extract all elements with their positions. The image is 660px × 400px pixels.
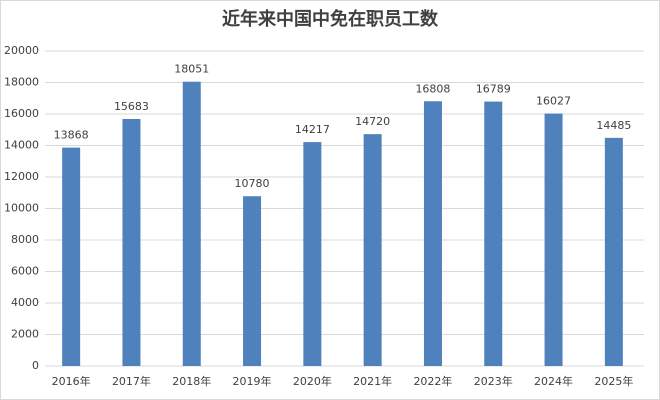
y-tick-label: 10000 bbox=[4, 202, 39, 215]
x-tick-label: 2021年 bbox=[353, 374, 392, 388]
data-label: 13868 bbox=[54, 129, 89, 142]
bar bbox=[423, 101, 442, 367]
y-tick-label: 6000 bbox=[11, 265, 39, 278]
y-tick-label: 18000 bbox=[4, 76, 39, 89]
y-tick-label: 0 bbox=[32, 359, 39, 372]
x-tick-label: 2022年 bbox=[413, 374, 452, 388]
data-label: 16808 bbox=[415, 82, 450, 95]
y-tick-label: 12000 bbox=[4, 170, 39, 183]
x-tick-label: 2018年 bbox=[172, 374, 211, 388]
x-tick-label: 2020年 bbox=[293, 374, 332, 388]
x-tick-label: 2016年 bbox=[52, 374, 91, 388]
data-label: 15683 bbox=[114, 100, 149, 113]
bar bbox=[62, 147, 81, 366]
data-label: 14485 bbox=[596, 119, 631, 132]
bar bbox=[182, 81, 201, 366]
y-tick-label: 14000 bbox=[4, 139, 39, 152]
bar bbox=[604, 137, 623, 366]
bar bbox=[122, 118, 141, 366]
y-tick-label: 4000 bbox=[11, 296, 39, 309]
data-label: 16789 bbox=[476, 83, 511, 96]
bar bbox=[243, 196, 262, 366]
x-tick-label: 2023年 bbox=[474, 374, 513, 388]
y-tick-label: 2000 bbox=[11, 328, 39, 341]
data-label: 14720 bbox=[355, 115, 390, 128]
y-tick-label: 16000 bbox=[4, 107, 39, 120]
x-tick-label: 2024年 bbox=[534, 374, 573, 388]
x-tick-label: 2025年 bbox=[594, 374, 633, 388]
bar bbox=[303, 142, 322, 366]
y-tick-label: 8000 bbox=[11, 233, 39, 246]
bar bbox=[484, 101, 503, 367]
data-label: 18051 bbox=[174, 63, 209, 76]
y-tick-label: 20000 bbox=[4, 44, 39, 57]
data-label: 16027 bbox=[536, 95, 571, 108]
bar bbox=[544, 113, 563, 366]
data-label: 14217 bbox=[295, 123, 330, 136]
x-tick-label: 2019年 bbox=[233, 374, 272, 388]
bar bbox=[363, 134, 382, 366]
x-tick-label: 2017年 bbox=[112, 374, 151, 388]
chart-title: 近年来中国中免在职员工数 bbox=[222, 8, 439, 30]
data-label: 10780 bbox=[235, 177, 270, 190]
